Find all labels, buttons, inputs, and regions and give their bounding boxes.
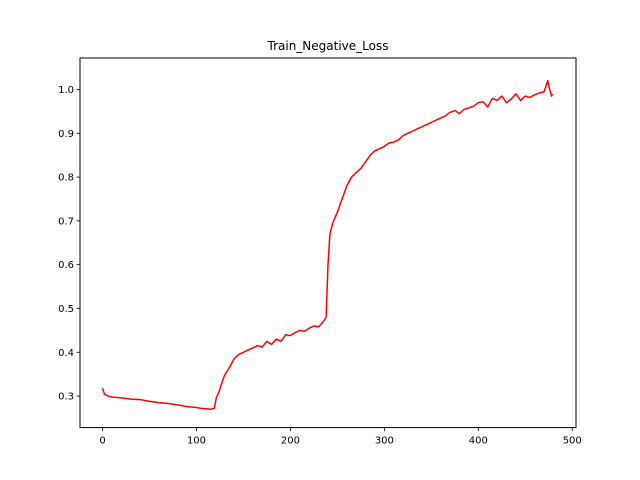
plot-frame — [79, 57, 577, 429]
series-line — [101, 80, 554, 410]
x-tick-label: 0 — [99, 436, 105, 447]
y-tick-label: 0.9 — [58, 129, 74, 140]
x-tick-label: 200 — [281, 436, 300, 447]
y-tick-label: 0.5 — [58, 304, 74, 315]
plot-background — [80, 58, 576, 428]
series-layer — [101, 80, 554, 410]
y-axis: 0.3 0.4 0.5 0.6 0.7 0.8 0.9 1.0 — [58, 85, 80, 403]
y-tick-label: 0.7 — [58, 216, 74, 227]
chart-title: Train_Negative_Loss — [267, 39, 389, 53]
x-tick-label: 300 — [375, 436, 394, 447]
y-tick-label: 0.3 — [58, 392, 74, 403]
y-tick-label: 0.4 — [58, 348, 74, 359]
y-tick-label: 0.8 — [58, 173, 74, 184]
x-tick-label: 100 — [187, 436, 206, 447]
x-tick-label: 400 — [469, 436, 488, 447]
y-tick-label: 0.6 — [58, 260, 74, 271]
x-axis: 0 100 200 300 400 500 — [99, 427, 582, 447]
y-tick-label: 1.0 — [58, 85, 74, 96]
x-tick-label: 500 — [563, 436, 582, 447]
